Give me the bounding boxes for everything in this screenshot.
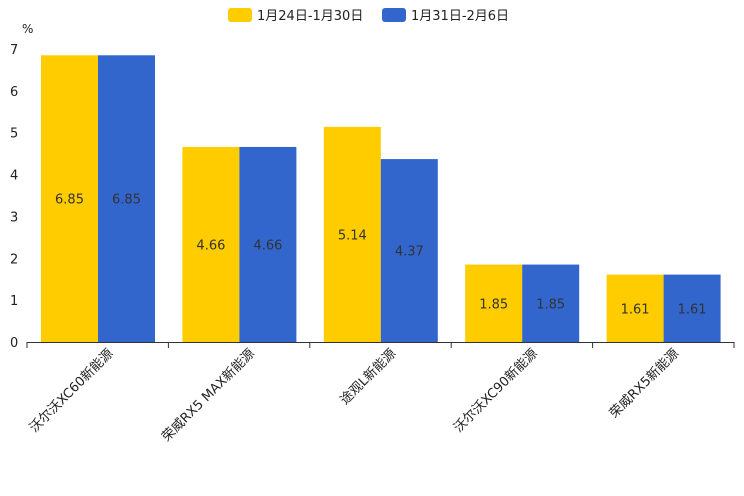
y-tick-label: 1 (10, 294, 18, 309)
data-label-series-2-4: 1.85 (536, 297, 565, 312)
bar-series-1-3 (323, 126, 381, 343)
bar-series-2-3 (380, 159, 438, 342)
legend-label-series-1: 1月24日-1月30日 (257, 9, 363, 24)
data-label-series-2-5: 1.61 (678, 302, 707, 317)
data-label-series-2-3: 4.37 (395, 245, 424, 260)
legend-swatch-series-1 (228, 8, 252, 22)
bar-series-1-2 (182, 146, 240, 342)
data-label-series-1-1: 6.85 (55, 193, 84, 208)
bar-series-2-2 (239, 146, 297, 342)
x-category-label: 荣威RX5新能源 (606, 346, 682, 422)
bar-series-1-1 (41, 55, 98, 343)
bar-series-2-5 (663, 274, 721, 342)
y-axis-ticks: 0 1 2 3 4 5 6 7 (10, 43, 18, 351)
y-tick-label: 7 (10, 43, 18, 58)
y-tick-label: 4 (10, 169, 18, 184)
legend-label-series-2: 1月31日-2月6日 (411, 9, 509, 24)
legend-swatch-series-2 (382, 8, 406, 22)
data-label-series-2-1: 6.85 (112, 193, 141, 208)
y-axis-unit-label: % (22, 22, 33, 36)
legend: 1月24日-1月30日 1月31日-2月6日 (228, 8, 509, 24)
y-tick-label: 0 (10, 336, 18, 351)
y-tick-label: 5 (10, 127, 18, 142)
bar-series-2-4 (522, 264, 580, 342)
bar-series-1-5 (606, 274, 664, 342)
bar-series-1-4 (465, 264, 523, 342)
data-label-series-2-2: 4.66 (253, 238, 282, 253)
bar-series-2-1 (98, 55, 155, 343)
x-axis-ticks (26, 342, 735, 348)
x-axis-category-labels: 沃尔沃XC60新能源 荣威RX5 MAX新能源 途观L新能源 沃尔沃XC90新能源 荣威… (26, 346, 682, 445)
data-labels: 6.85 6.85 4.66 4.66 5.14 4.37 1.85 1.85 1.61 1.61 (55, 193, 707, 318)
x-category-label: 途观L新能源 (337, 346, 399, 408)
x-category-label: 荣威RX5 MAX新能源 (159, 346, 258, 445)
y-tick-label: 6 (10, 85, 18, 100)
x-category-label: 沃尔沃XC60新能源 (26, 346, 116, 436)
bars (41, 55, 721, 343)
data-label-series-1-2: 4.66 (196, 238, 225, 253)
data-label-series-1-4: 1.85 (479, 297, 508, 312)
y-tick-label: 3 (10, 210, 18, 225)
x-category-label: 沃尔沃XC90新能源 (451, 346, 541, 436)
data-label-series-1-5: 1.61 (621, 302, 650, 317)
data-label-series-1-3: 5.14 (338, 228, 367, 243)
y-tick-label: 2 (10, 252, 18, 267)
